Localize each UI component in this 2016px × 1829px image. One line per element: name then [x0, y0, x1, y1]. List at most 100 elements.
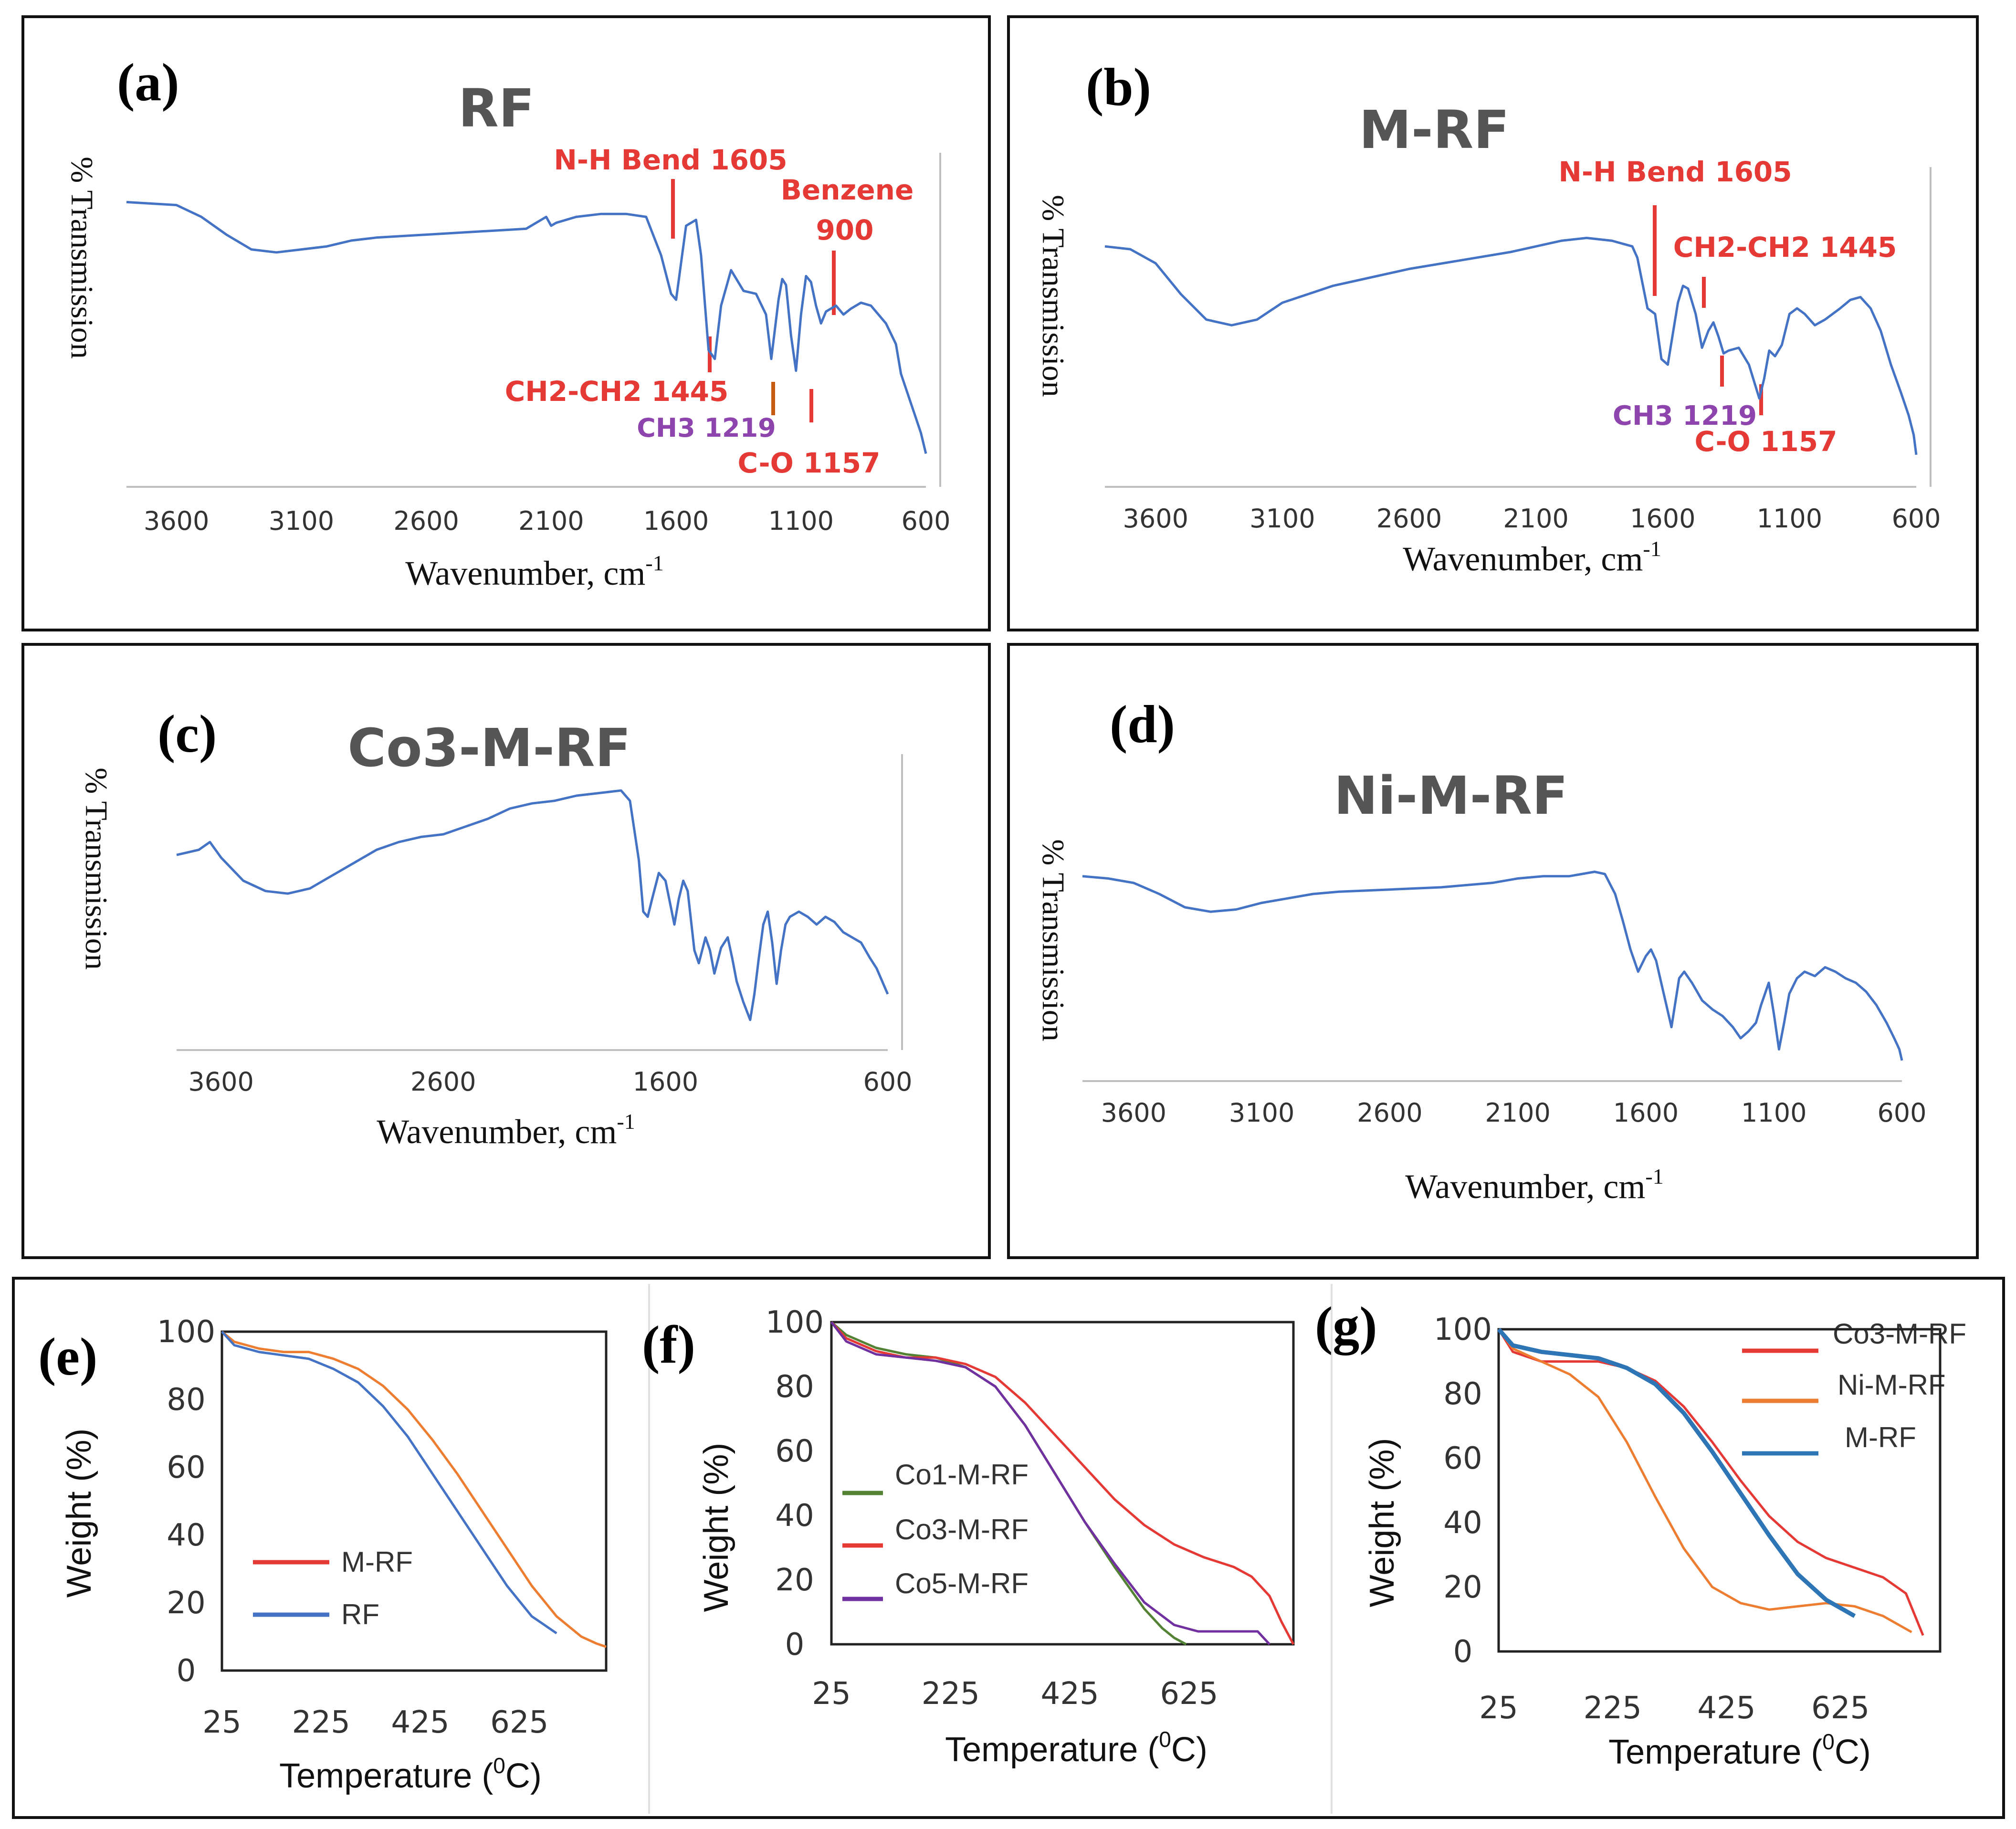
x-tick-label-e-0: 25: [202, 1705, 241, 1740]
x-tick-label-f-1: 225: [922, 1676, 980, 1712]
annotation-ch2-a: CH2-CH2 1445: [505, 336, 728, 408]
x-axis-label-e-end: C): [505, 1757, 542, 1795]
legend-label-g-ni: Ni-M-RF: [1838, 1369, 1946, 1401]
y-tick-label-g-2: 40: [1443, 1505, 1482, 1541]
x-tick-label-b-0: 3600: [1123, 504, 1188, 534]
y-axis-label-f: Weight (%): [697, 1443, 735, 1612]
chart-title-a: RF: [458, 78, 535, 139]
legend-label-e-rf: RF: [341, 1598, 379, 1630]
x-axis-label-f-text: Temperature (: [945, 1731, 1159, 1769]
x-tick-label-e-2: 425: [391, 1705, 449, 1740]
x-tick-label-d-6: 600: [1877, 1098, 1926, 1128]
legend-label-g-co3: Co3-M-RF: [1833, 1318, 1966, 1350]
annotation-benzene-a-value: 900: [816, 214, 873, 246]
x-axis-label-c-sup: -1: [617, 1109, 635, 1134]
x-tick-label-b-6: 600: [1891, 504, 1941, 534]
panel-label-d: (d): [1110, 695, 1175, 754]
chart-c: (c) Co3-M-RF % Transmission Wavenumber, …: [79, 704, 635, 1151]
y-axis-label-d: % Transmission: [1036, 839, 1071, 1041]
x-axis-label-f-sup: 0: [1159, 1727, 1171, 1752]
x-tick-label-b-4: 1600: [1630, 504, 1695, 534]
series-line-g-m-rf: [1497, 1328, 1856, 1618]
chart-title-c: Co3-M-RF: [347, 717, 630, 778]
panel-label-a: (a): [117, 53, 179, 112]
y-tick-label-g-4: 80: [1443, 1377, 1482, 1412]
x-tick-label-a-4: 1600: [643, 506, 709, 536]
series-line-c-co3-m-rf: [176, 789, 889, 1021]
panel-frame-b: [1007, 15, 1979, 631]
annotation-benzene-a: Benzene 900: [781, 174, 914, 315]
y-axis-label-b: % Transmission: [1036, 195, 1071, 397]
x-tick-label-a-2: 2600: [393, 506, 459, 536]
x-axis-label-g: Temperature (0C): [1608, 1729, 1871, 1771]
x-axis-label-f: Temperature (0C): [945, 1727, 1208, 1769]
annotation-ch3-a-text: CH3 1219: [637, 413, 776, 443]
y-tick-label-e-4: 80: [167, 1382, 205, 1418]
annotation-c-o-b: C-O 1157: [1695, 384, 1838, 458]
x-tick-label-a-5: 1100: [768, 506, 834, 536]
x-tick-label-a-0: 3600: [144, 506, 209, 536]
x-tick-label-f-3: 625: [1160, 1676, 1218, 1712]
chart-d: (d) Ni-M-RF % Transmission Wavenumber, c…: [1036, 695, 1664, 1206]
x-tick-label-c-3: 600: [863, 1067, 912, 1097]
legend-label-f-co1: Co1-M-RF: [895, 1459, 1029, 1491]
x-tick-label-c-1: 2600: [410, 1067, 476, 1097]
panel-label-c: (c): [158, 704, 217, 764]
annotation-c-o-b-text: C-O 1157: [1695, 425, 1838, 458]
series-line-g-ni-m-rf: [1497, 1328, 1912, 1633]
x-tick-label-d-1: 3100: [1229, 1098, 1294, 1128]
x-axis-label-c: Wavenumber, cm-1: [377, 1109, 635, 1151]
series-line-f-co5-m-rf: [830, 1321, 1270, 1645]
y-tick-label-f-0: 0: [785, 1627, 805, 1662]
annotation-c-o-a: C-O 1157: [738, 389, 881, 479]
x-tick-label-b-2: 2600: [1376, 504, 1442, 534]
x-axis-label-g-sup: 0: [1822, 1729, 1835, 1754]
x-tick-label-g-1: 225: [1584, 1691, 1642, 1726]
legend-label-e-m-rf: M-RF: [341, 1546, 413, 1578]
annotation-ch3-a: CH3 1219: [637, 382, 776, 443]
panel-frame-d: [1007, 643, 1979, 1259]
annotation-n-h-bend-b-text: N-H Bend 1605: [1558, 156, 1792, 188]
x-axis-label-e: Temperature (0C): [279, 1753, 542, 1795]
legend-label-f-co5: Co5-M-RF: [895, 1567, 1029, 1599]
y-tick-label-e-1: 20: [167, 1586, 205, 1621]
x-tick-label-g-2: 425: [1697, 1691, 1755, 1726]
x-tick-label-e-1: 225: [292, 1705, 350, 1740]
annotation-n-h-bend-a-text: N-H Bend 1605: [554, 144, 787, 176]
legend-g: Co3-M-RF Ni-M-RF M-RF: [1742, 1318, 1966, 1456]
chart-marks: 3600 3100 2600 2100 1600 1100 600 3600 3100 2600 2…: [126, 153, 1942, 1740]
legend-label-f-co3: Co3-M-RF: [895, 1514, 1029, 1545]
chart-b: (b) M-RF % Transmission Wavenumber, cm-1…: [1036, 58, 1897, 578]
y-tick-label-g-0: 0: [1453, 1634, 1473, 1670]
x-axis-label-d-text: Wavenumber, cm: [1405, 1167, 1645, 1206]
x-tick-label-a-6: 600: [901, 506, 950, 536]
x-axis-label-d-sup: -1: [1645, 1164, 1663, 1188]
x-axis-label-b-text: Wavenumber, cm: [1403, 540, 1643, 578]
annotation-ch2-b: CH2-CH2 1445: [1673, 231, 1897, 308]
y-tick-label-e-3: 60: [167, 1450, 205, 1485]
x-axis-label-c-text: Wavenumber, cm: [377, 1113, 617, 1151]
x-tick-label-b-3: 2100: [1503, 504, 1568, 534]
x-axis-label-a-text: Wavenumber, cm: [405, 554, 645, 592]
legend-e: M-RF RF: [253, 1546, 413, 1630]
y-tick-label-e-5: 100: [157, 1314, 215, 1350]
chart-a: (a) RF % Transmission Wavenumber, cm-1 N…: [64, 53, 914, 592]
y-tick-label-f-4: 80: [775, 1369, 814, 1405]
x-tick-label-a-3: 2100: [518, 506, 584, 536]
x-axis-label-b: Wavenumber, cm-1: [1403, 536, 1661, 578]
x-tick-label-a-1: 3100: [269, 506, 334, 536]
panel-label-g: (g): [1315, 1296, 1377, 1356]
panel-label-e: (e): [38, 1327, 97, 1387]
x-tick-label-d-0: 3600: [1101, 1098, 1166, 1128]
panel-frame-a: [21, 15, 991, 631]
panel-label-b: (b): [1086, 58, 1151, 117]
annotation-c-o-a-text: C-O 1157: [738, 447, 881, 479]
x-tick-label-e-3: 625: [490, 1705, 548, 1740]
x-tick-label-c-0: 3600: [188, 1067, 253, 1097]
y-tick-label-e-0: 0: [177, 1653, 196, 1689]
y-tick-label-g-1: 20: [1443, 1570, 1482, 1605]
x-axis-label-b-sup: -1: [1643, 536, 1661, 561]
x-tick-label-c-2: 1600: [633, 1067, 698, 1097]
series-line-g-co3-m-rf: [1497, 1328, 1924, 1636]
annotation-n-h-bend-b: N-H Bend 1605: [1558, 156, 1792, 296]
